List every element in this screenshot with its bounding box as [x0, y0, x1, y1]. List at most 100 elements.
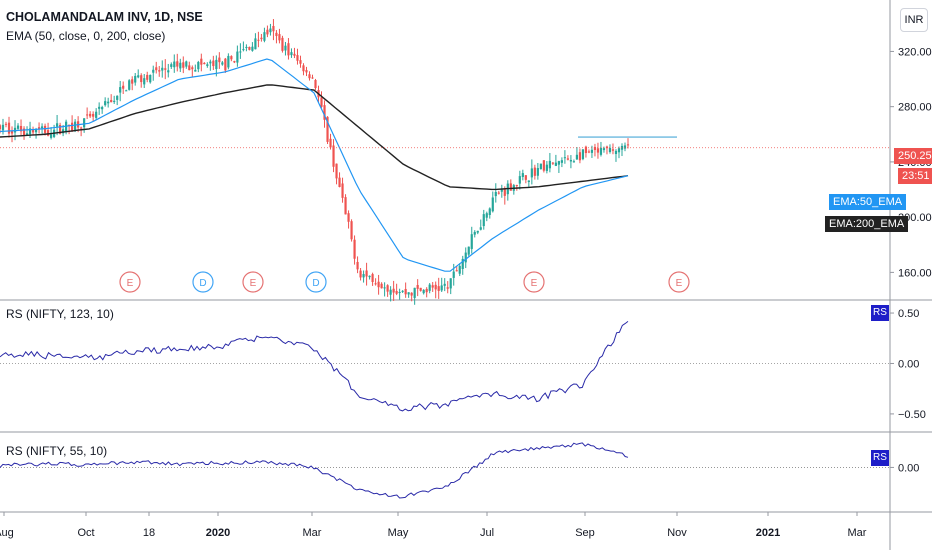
candle-body: [62, 129, 65, 134]
candle-body: [80, 127, 83, 129]
candle-body: [563, 157, 566, 159]
candle-body: [503, 189, 506, 196]
candle-body: [176, 61, 179, 67]
candle-body: [113, 100, 116, 102]
earnings-marker: [668, 271, 690, 293]
candle-body: [440, 285, 443, 291]
candle-body: [356, 261, 359, 270]
candle-body: [227, 55, 230, 68]
candle-body: [182, 62, 185, 68]
rs1-title: RS (NIFTY, 123, 10): [6, 307, 114, 321]
candle-body: [239, 51, 242, 53]
event-marker-label: D: [199, 278, 206, 289]
currency-button[interactable]: INR: [900, 8, 928, 32]
candle-body: [299, 60, 302, 64]
candle-body: [611, 149, 615, 151]
candle-body: [374, 283, 377, 285]
candle-body: [284, 45, 287, 51]
price-tick-label: 320.00: [898, 46, 932, 58]
candle-body: [314, 80, 317, 89]
candle-body: [260, 37, 263, 40]
candle-body: [134, 75, 137, 83]
candle-body: [320, 97, 323, 107]
indicator-title: EMA (50, close, 0, 200, close): [6, 29, 166, 43]
candle-body: [269, 28, 272, 33]
candle-body: [125, 90, 128, 92]
candle-body: [71, 122, 74, 131]
candle-body: [311, 77, 314, 79]
candle-body: [350, 221, 353, 240]
candle-body: [368, 275, 371, 278]
candle-body: [149, 74, 152, 83]
candle-body: [49, 134, 53, 138]
candle-body: [278, 34, 281, 41]
candle-body: [74, 121, 77, 130]
candle-body: [581, 149, 585, 160]
candle-body: [554, 162, 557, 166]
candle-body: [43, 125, 47, 133]
candle-body: [599, 147, 603, 155]
candle-body: [467, 246, 470, 255]
time-tick-label: Nov: [667, 527, 687, 539]
candle-body: [266, 29, 269, 35]
candle-body: [128, 80, 131, 90]
candle-body: [551, 162, 554, 164]
candle-body: [296, 55, 299, 61]
candle-body: [25, 133, 29, 136]
candle-body: [587, 151, 591, 153]
rs-line: [0, 442, 629, 499]
earnings-marker: [119, 271, 141, 293]
candle-body: [158, 70, 161, 72]
countdown-tag: 23:51: [898, 168, 932, 184]
candle-body: [578, 152, 582, 161]
candle-body: [569, 159, 573, 162]
candle-body: [92, 113, 95, 117]
candle-body: [341, 183, 344, 198]
candle-body: [347, 213, 350, 222]
candle-body: [302, 65, 305, 72]
candle-body: [209, 61, 212, 64]
candle-body: [146, 74, 149, 80]
candle-body: [608, 147, 612, 153]
candle-body: [428, 284, 431, 291]
candle-body: [329, 138, 332, 148]
candle-body: [257, 39, 260, 41]
candle-body: [545, 164, 548, 171]
candle-body: [380, 283, 383, 289]
time-tick-label: Jul: [480, 527, 494, 539]
candle-body: [107, 101, 110, 104]
candle-body: [95, 111, 98, 118]
rs-line: [0, 321, 629, 412]
candle-body: [272, 26, 275, 32]
time-tick-label: Mar: [848, 527, 867, 539]
candle-body: [593, 146, 597, 151]
candle-body: [434, 284, 437, 290]
candle-body: [104, 101, 107, 106]
candle-body: [0, 125, 2, 130]
candle-body: [464, 252, 467, 263]
candle-body: [194, 69, 197, 72]
candle-body: [401, 290, 404, 292]
candle-body: [488, 208, 491, 215]
candle-body: [614, 150, 618, 155]
candle-body: [10, 131, 14, 134]
last-price-tag: 250.25: [894, 148, 932, 164]
candle-body: [353, 239, 356, 259]
candle-body: [476, 230, 479, 233]
candle-body: [626, 144, 630, 146]
event-marker-label: E: [127, 278, 134, 289]
candle-body: [566, 158, 570, 160]
candle-body: [122, 85, 125, 89]
candle-body: [452, 271, 455, 278]
event-marker-label: E: [676, 278, 683, 289]
candle-body: [575, 154, 579, 160]
candle-body: [206, 64, 209, 66]
candle-body: [203, 62, 206, 65]
rs1-tag: RS: [871, 305, 889, 321]
event-marker-label: D: [312, 278, 319, 289]
candle-body: [494, 191, 497, 197]
ema200-line: [0, 84, 629, 191]
candle-body: [86, 114, 89, 116]
candle-body: [101, 107, 104, 110]
candle-body: [539, 163, 542, 170]
